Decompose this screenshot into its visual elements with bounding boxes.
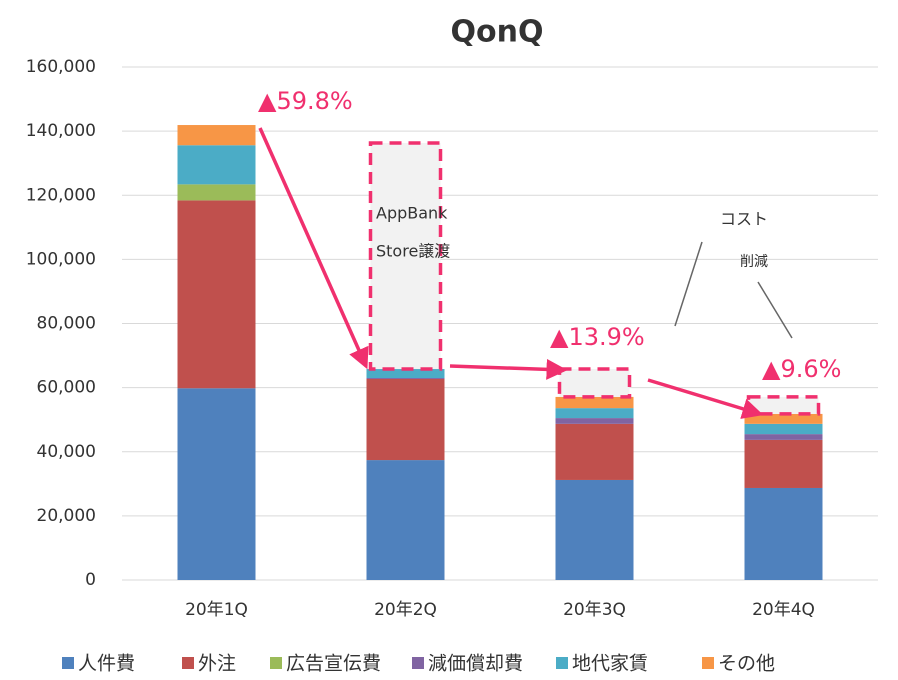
x-tick-label: 20年2Q (374, 600, 437, 620)
bar-segment (744, 413, 823, 424)
x-tick-label: 20年3Q (563, 600, 626, 620)
annotation: ▲9.6% (762, 355, 841, 383)
reduction-box (368, 141, 443, 371)
annotation: ▲13.9% (550, 323, 645, 351)
bar-segment (366, 378, 445, 461)
y-tick-label: 100,000 (26, 249, 96, 269)
x-tick-label: 20年4Q (752, 600, 815, 620)
x-tick-label: 20年1Q (185, 600, 248, 620)
annotation: 削減 (740, 253, 768, 270)
leader-line (757, 281, 793, 339)
legend-swatch (62, 657, 74, 669)
bar-segment (177, 125, 256, 146)
legend-label: その他 (718, 653, 775, 675)
bar-segment (177, 184, 256, 201)
chart-title: QonQ (451, 15, 544, 50)
arrow (647, 378, 764, 419)
bar-segment (744, 487, 823, 580)
annotation: ▲59.8% (258, 87, 353, 115)
legend-swatch (270, 657, 282, 669)
annotation: Store譲渡 (376, 242, 450, 261)
legend-label: 広告宣伝費 (286, 653, 381, 675)
bar-segment (555, 396, 634, 409)
y-tick-label: 160,000 (26, 57, 96, 77)
bar-segment (177, 388, 256, 580)
bar-segment (366, 369, 445, 379)
y-tick-label: 140,000 (26, 121, 96, 141)
legend-label: 人件費 (78, 653, 135, 675)
bar-segment (366, 460, 445, 580)
bar-segment (744, 423, 823, 435)
bar-segment (177, 200, 256, 389)
legend-swatch (702, 657, 714, 669)
legend-swatch (412, 657, 424, 669)
bar-segment (555, 423, 634, 480)
legend-swatch (182, 657, 194, 669)
bar-segment (744, 434, 823, 440)
legend-label: 地代家賃 (572, 653, 648, 675)
y-tick-label: 120,000 (26, 185, 96, 205)
y-tick-label: 60,000 (37, 378, 96, 398)
arrow (449, 358, 568, 380)
reduction-box (746, 395, 821, 416)
legend-label: 外注 (198, 653, 236, 675)
arrow (258, 127, 369, 370)
bar-segment (744, 439, 823, 488)
bar-segment (555, 408, 634, 419)
bar-segment (177, 145, 256, 185)
y-tick-label: 0 (85, 570, 96, 590)
legend-label: 減価償却費 (428, 653, 523, 675)
reduction-box (557, 367, 632, 399)
y-tick-label: 80,000 (37, 314, 96, 334)
bar-segment (366, 378, 445, 379)
y-tick-label: 40,000 (37, 442, 96, 462)
legend-swatch (556, 657, 568, 669)
y-tick-label: 20,000 (37, 506, 96, 526)
leader-line (674, 241, 703, 327)
bar-segment (555, 418, 634, 424)
annotation: AppBank (376, 204, 448, 223)
annotation: コスト (720, 210, 768, 229)
bar-segment (555, 479, 634, 580)
